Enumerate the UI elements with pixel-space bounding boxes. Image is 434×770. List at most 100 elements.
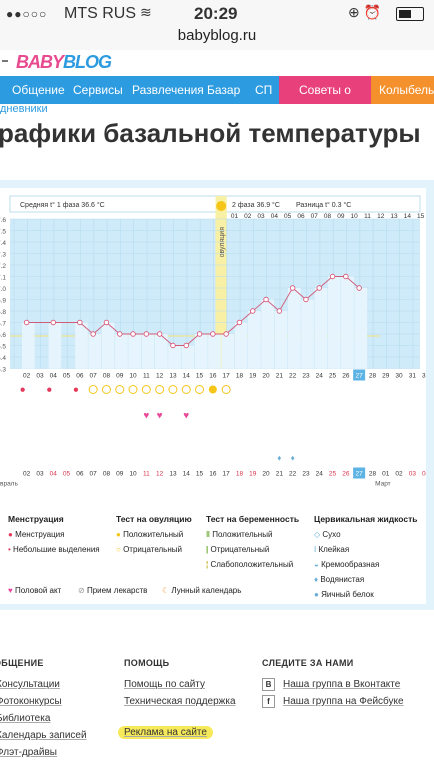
footer-link[interactable]: Библиотека bbox=[0, 713, 51, 724]
clock: 20:29 bbox=[194, 4, 238, 23]
temp-point bbox=[289, 285, 296, 291]
diff-label: Разница t° 0.3 °C bbox=[296, 201, 351, 209]
x-day-label: 20 bbox=[262, 373, 270, 380]
single-bar-icon: | bbox=[206, 545, 209, 554]
legend-pregtest-weak-label: Слабоположительный bbox=[210, 560, 294, 569]
date-label: 14 bbox=[183, 471, 191, 478]
temp-bar bbox=[341, 276, 354, 369]
nav-care-tips[interactable]: Советы о заботе bbox=[279, 76, 371, 125]
date-label: 03 bbox=[36, 471, 44, 478]
legend-moon[interactable]: ☾ Лунный календарь bbox=[162, 586, 241, 595]
breadcrumb[interactable]: дневники bbox=[0, 104, 48, 114]
nav-servisy[interactable]: Сервисы bbox=[73, 83, 123, 97]
footer-col-community: ОБЩЕНИЕ Консультации Фотоконкурсы Библио… bbox=[0, 658, 87, 761]
legend-ovtest-title: Тест на овуляцию bbox=[116, 514, 192, 524]
legend-pregtest-neg-label: Отрицательный bbox=[210, 545, 270, 554]
temp-point bbox=[77, 319, 83, 326]
nav-bazar[interactable]: Базар bbox=[207, 83, 241, 97]
empty-circle-icon: ○ bbox=[116, 545, 121, 554]
date-label: 04 bbox=[50, 471, 58, 478]
legend-creamy: ◒ Кремообразная bbox=[314, 560, 379, 569]
y-tick-label: 6.6 bbox=[0, 332, 6, 339]
legend-dry-label: Сухо bbox=[322, 530, 341, 539]
dry-icon: ◇ bbox=[314, 530, 321, 539]
menstruation-drop-icon: ● bbox=[73, 385, 79, 396]
x-day-label: 05 bbox=[63, 373, 71, 380]
alarm-icon: ⊕⏰ bbox=[348, 4, 386, 20]
cycle-day-label: 12 bbox=[377, 213, 385, 220]
cycle-day-label: 14 bbox=[404, 213, 412, 220]
temp-bar bbox=[154, 334, 168, 369]
temp-bar bbox=[234, 322, 248, 369]
temp-bar bbox=[194, 334, 208, 369]
x-day-label: 28 bbox=[369, 373, 377, 380]
temp-point bbox=[343, 273, 349, 280]
temp-bar bbox=[101, 322, 115, 369]
x-day-label: 04 bbox=[50, 373, 58, 380]
x-day-label: 07 bbox=[90, 373, 98, 380]
x-day-label: 13 bbox=[169, 373, 177, 380]
nav-obshenie[interactable]: Общение bbox=[12, 83, 65, 97]
ovtest-pos-icon bbox=[208, 385, 217, 394]
site-header: BABYBLOG bbox=[0, 50, 434, 76]
intercourse-heart-icon: ♥ bbox=[183, 411, 189, 422]
legend-menstruation-title: Менструация bbox=[8, 514, 64, 524]
intercourse-heart-icon: ♥ bbox=[157, 411, 163, 422]
legend-spotting-label: Небольшие выделения bbox=[13, 545, 100, 554]
temp-bar bbox=[168, 345, 181, 369]
footer-link-help[interactable]: Помощь по сайту bbox=[124, 679, 205, 690]
today-date-highlight bbox=[353, 467, 366, 479]
cycle-day-label: 15 bbox=[417, 213, 425, 220]
url-bar[interactable]: babyblog.ru bbox=[0, 26, 434, 50]
legend-menstruation: ● Менструация bbox=[8, 530, 64, 539]
x-day-label: 16 bbox=[209, 373, 217, 380]
legend-watery: ♦ Водянистая bbox=[314, 575, 364, 584]
legend-pregtest-neg: | Отрицательный bbox=[206, 545, 269, 554]
footer-link[interactable]: Флэт-драйвы bbox=[0, 747, 57, 758]
x-day-label: 26 bbox=[342, 373, 350, 380]
footer-link-fb[interactable]: f Наша группа на Фейсбуке bbox=[262, 693, 404, 710]
temp-point bbox=[103, 319, 110, 326]
footer-link[interactable]: Фотоконкурсы bbox=[0, 696, 62, 707]
x-day-label: 21 bbox=[276, 373, 284, 380]
date-label: 03 bbox=[409, 471, 417, 478]
footer-col-social: СЛЕДИТЕ ЗА НАМИ B Наша группа в Вконтакте… bbox=[262, 658, 404, 710]
legend-cervical-title: Цервикальная жидкость bbox=[314, 514, 418, 524]
y-tick-label: 6.9 bbox=[0, 298, 6, 305]
temp-bar bbox=[314, 288, 328, 369]
date-label: 02 bbox=[23, 471, 31, 478]
cycle-day-label: 07 bbox=[311, 213, 319, 220]
x-day-label: 31 bbox=[409, 373, 417, 380]
site-logo[interactable]: BABYBLOG bbox=[16, 52, 112, 73]
footer-link[interactable]: Консультации bbox=[0, 679, 60, 690]
footer-link-fb-label: Наша группа на Фейсбуке bbox=[283, 696, 404, 707]
date-label: 25 bbox=[329, 471, 337, 478]
footer-link-vk[interactable]: B Наша группа в Вконтакте bbox=[262, 676, 404, 693]
temp-bar bbox=[354, 288, 368, 369]
footer-link-support[interactable]: Техническая поддержка bbox=[124, 696, 236, 707]
legend-watery-label: Водянистая bbox=[320, 575, 365, 584]
x-day-label: 22 bbox=[289, 373, 297, 380]
temp-bar bbox=[48, 322, 62, 369]
menu-icon[interactable] bbox=[2, 60, 8, 62]
today-highlight bbox=[353, 369, 366, 381]
x-day-label: 19 bbox=[249, 373, 257, 380]
footer-link[interactable]: Календарь записей bbox=[0, 730, 87, 741]
legend-eggwhite: ● Яичный белок bbox=[314, 590, 374, 599]
nav-lullabies[interactable]: Колыбельн bbox=[371, 76, 434, 104]
legend-ovtest-pos-label: Положительный bbox=[123, 530, 184, 539]
cycle-day-label: 13 bbox=[390, 213, 398, 220]
menstruation-drop-icon: ● bbox=[46, 385, 52, 396]
creamy-icon: ◒ bbox=[314, 560, 319, 569]
legend-intercourse: ♥ Половой акт bbox=[8, 586, 61, 595]
logo-part-baby: BABY bbox=[16, 52, 64, 72]
legend-dry: ◇ Сухо bbox=[314, 530, 341, 539]
cycle-day-label: 08 bbox=[324, 213, 332, 220]
footer-link-ads[interactable]: Реклама на сайте bbox=[118, 726, 213, 739]
nav-sp[interactable]: СП bbox=[255, 83, 273, 97]
date-label: 16 bbox=[209, 471, 217, 478]
nav-razvlecheniya[interactable]: Развлечения bbox=[132, 83, 204, 97]
legend-medication-label: Прием лекарств bbox=[86, 586, 148, 595]
ovtest-neg-icon bbox=[141, 385, 151, 394]
legend-creamy-label: Кремообразная bbox=[321, 560, 380, 569]
